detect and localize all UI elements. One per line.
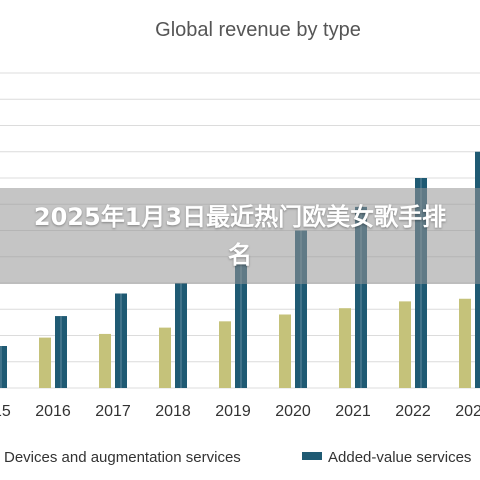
bar-stripe xyxy=(180,283,182,388)
x-tick-label: 2019 xyxy=(215,403,251,420)
overlay-title: 2025年1月3日最近热门欧美女歌手排名 xyxy=(33,203,447,269)
x-tick-label: 2016 xyxy=(35,403,71,420)
x-tick-label: 2023 xyxy=(455,403,480,420)
bar-devices-2018 xyxy=(159,327,171,388)
x-tick-label: 2022 xyxy=(395,403,431,420)
bar-stripe xyxy=(60,316,62,388)
x-tick-label: 2021 xyxy=(335,403,371,420)
bar-stripe xyxy=(300,230,302,388)
bar-devices-2023 xyxy=(459,298,471,388)
bar-added-value-2017 xyxy=(115,293,127,388)
bar-stripe xyxy=(240,262,242,388)
bar-added-value-2019 xyxy=(235,262,247,388)
bar-added-value-2016 xyxy=(55,316,67,388)
legend-label: Devices and augmentation services xyxy=(4,449,241,466)
bar-devices-2017 xyxy=(99,333,111,388)
bar-devices-2019 xyxy=(219,321,231,388)
bar-stripe xyxy=(360,206,362,388)
bar-devices-2022 xyxy=(399,301,411,388)
bar-added-value-2018 xyxy=(175,283,187,388)
bar-stripe xyxy=(0,346,2,388)
bar-added-value-2015 xyxy=(0,346,7,388)
bar-devices-2020 xyxy=(279,314,291,388)
bar-devices-2016 xyxy=(39,337,51,388)
legend-swatch-added-value xyxy=(302,452,322,460)
chart-title: Global revenue by type xyxy=(155,19,361,41)
x-tick-label: 2017 xyxy=(95,403,131,420)
x-tick-label: 2020 xyxy=(275,403,311,420)
legend: Devices and augmentation services Added-v… xyxy=(4,449,471,466)
bar-stripe xyxy=(120,293,122,388)
x-tick-label: 2018 xyxy=(155,403,191,420)
bar-devices-2021 xyxy=(339,308,351,388)
x-tick-labels: 2015 2016 2017 2018 2019 2020 2021 2022 2023 xyxy=(0,403,480,420)
legend-label: Added-value services xyxy=(328,449,471,466)
title-overlay-banner: 2025年1月3日最近热门欧美女歌手排名 xyxy=(0,188,480,284)
x-tick-label: 2015 xyxy=(0,403,11,420)
